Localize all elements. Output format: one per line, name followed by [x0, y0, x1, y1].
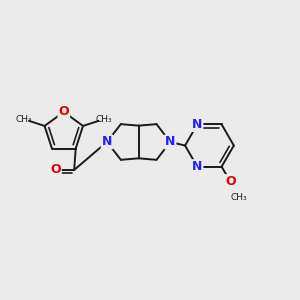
Text: O: O	[225, 175, 236, 188]
Text: CH₃: CH₃	[95, 115, 112, 124]
Text: N: N	[165, 136, 175, 148]
Text: O: O	[50, 164, 61, 176]
Text: N: N	[192, 160, 202, 173]
Text: CH₃: CH₃	[16, 115, 32, 124]
Text: N: N	[102, 136, 112, 148]
Text: CH₃: CH₃	[231, 193, 247, 202]
Text: N: N	[192, 118, 202, 131]
Text: O: O	[58, 106, 69, 118]
